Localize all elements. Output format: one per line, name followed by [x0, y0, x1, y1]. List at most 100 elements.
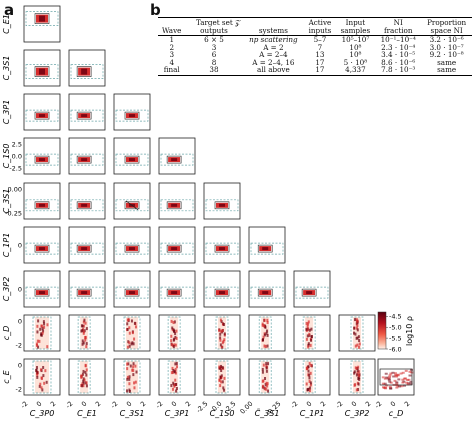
corner-panel — [113, 270, 151, 308]
column-label: C_3S1 — [120, 409, 145, 418]
x-tick-label: 0 — [125, 400, 134, 409]
density-cell — [223, 388, 226, 392]
density-cell — [408, 370, 412, 373]
table-header-cell: Wave — [158, 26, 186, 37]
density-cell — [126, 327, 129, 331]
density-core — [129, 114, 135, 118]
box-outline — [215, 316, 229, 350]
density-cell — [81, 342, 84, 346]
density-cell — [357, 377, 360, 381]
density-cell — [174, 331, 177, 335]
table-cell: 10⁸ — [349, 42, 362, 52]
table-cell: A = 2 — [263, 42, 284, 52]
density-cell — [219, 336, 222, 340]
density-cell — [132, 373, 135, 377]
density-cell — [172, 368, 175, 372]
row-label: C_1S0 — [2, 144, 11, 169]
box-outline — [214, 288, 230, 297]
x-tick-label: 2 — [184, 400, 193, 409]
density-cell — [266, 384, 269, 388]
density-cell — [172, 381, 175, 385]
density-cell — [85, 327, 88, 331]
box-outline — [167, 316, 181, 350]
density-cell — [128, 344, 131, 348]
density-cell — [357, 382, 360, 386]
density-cell — [43, 325, 46, 329]
density-cell — [82, 324, 85, 328]
box-outline — [160, 242, 194, 255]
corner-panel — [23, 182, 61, 220]
density-cell — [220, 364, 223, 368]
x-tick-label: -2 — [109, 400, 119, 410]
density-cell — [172, 370, 175, 374]
corner-panel — [203, 314, 241, 352]
table-cell: 6 × 5 — [204, 35, 224, 45]
density-cell — [404, 369, 408, 372]
box-outline — [34, 13, 50, 24]
density-core — [81, 158, 88, 162]
table-cell: same — [437, 57, 457, 67]
density-cell — [84, 321, 87, 325]
box-outline — [250, 286, 284, 299]
x-tick-label: -2.5 — [195, 400, 210, 415]
column-label: C̃_3S1 — [255, 408, 280, 418]
x-tick-label: -2 — [289, 400, 299, 410]
box-outline — [76, 288, 92, 297]
density-cell — [173, 320, 176, 324]
density-cell — [265, 331, 268, 335]
density-cell — [171, 366, 174, 370]
box-outline — [34, 66, 50, 77]
corner-panel — [203, 270, 241, 308]
density-cell — [39, 382, 42, 386]
density-cell — [42, 320, 45, 324]
corner-panel — [68, 93, 106, 131]
density-core — [39, 68, 45, 75]
density-cell — [401, 371, 405, 374]
density-cell — [81, 329, 84, 333]
table-header-cell: Proportion — [421, 16, 472, 27]
density-core — [39, 203, 45, 207]
density-cell — [356, 328, 359, 332]
table-cell: 8 — [211, 57, 217, 67]
density-cell — [35, 343, 38, 347]
density-cell — [171, 387, 174, 391]
y-tick-label: 0.00 — [8, 186, 22, 194]
density-cell — [220, 380, 223, 384]
density-core — [81, 291, 88, 295]
density-cell — [309, 383, 312, 387]
box-outline — [214, 201, 230, 210]
box-outline — [258, 316, 272, 350]
table-cell: 4 — [169, 57, 175, 67]
density-cell — [356, 324, 359, 328]
density-cell — [84, 338, 87, 342]
density-cell — [36, 371, 39, 375]
density-cell — [81, 324, 84, 328]
correlation-line — [125, 200, 139, 211]
density-cell — [219, 384, 222, 388]
density-cell — [82, 369, 85, 373]
density-cell — [221, 329, 224, 333]
density-cell — [174, 367, 177, 371]
density-cell — [41, 388, 44, 392]
density-cell — [355, 366, 358, 370]
y-tick-label: -0.25 — [5, 210, 22, 218]
table-cell: 13 — [315, 50, 325, 60]
density-cell — [42, 374, 45, 378]
density-cell — [385, 384, 389, 387]
corner-panel — [23, 270, 61, 308]
density-cell — [221, 366, 224, 370]
density-cell — [132, 365, 135, 369]
density-cell — [307, 345, 310, 349]
density-cell — [41, 327, 44, 331]
column-label: C_3P1 — [165, 409, 190, 418]
density-cell — [170, 319, 173, 323]
x-tick-label: -2 — [334, 400, 344, 410]
density-cell — [220, 320, 223, 324]
density-cell — [262, 338, 265, 342]
density-cell — [223, 376, 226, 380]
column-label: C_3P2 — [345, 409, 370, 418]
box-outline — [115, 242, 149, 255]
corner-panel — [293, 314, 331, 352]
corner-panel — [203, 358, 241, 396]
x-tick-label: 0 — [35, 400, 44, 409]
